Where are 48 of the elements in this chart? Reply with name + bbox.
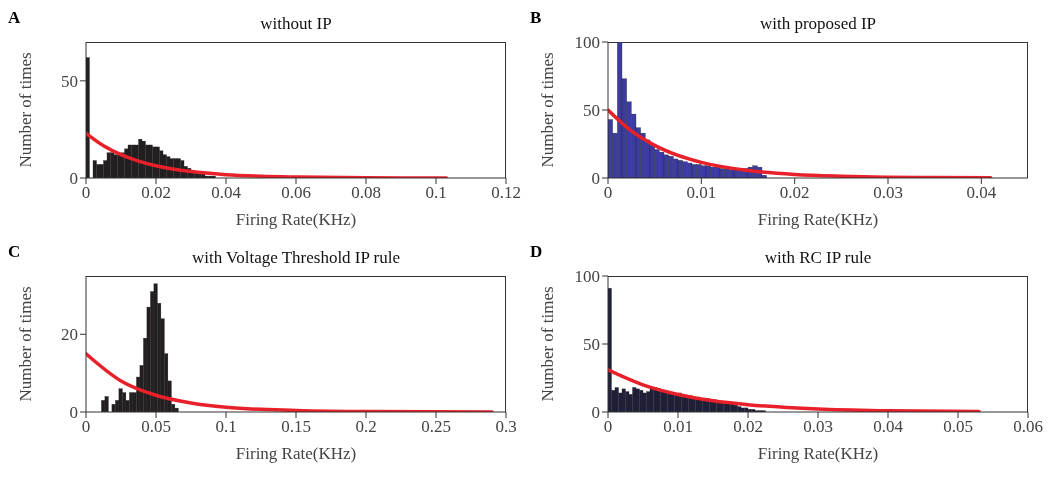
y-axis-title: Number of times xyxy=(538,286,558,402)
y-axis-title: Number of times xyxy=(16,286,36,402)
x-tick-label: 0.15 xyxy=(281,417,311,437)
x-tick-label: 0.25 xyxy=(421,417,451,437)
x-tick-label: 0.03 xyxy=(803,417,833,437)
x-tick-label: 0.05 xyxy=(141,417,171,437)
chart-title: with proposed IP xyxy=(758,14,878,34)
y-tick-label: 0 xyxy=(69,403,78,423)
y-tick-label: 0 xyxy=(69,169,78,189)
x-tick-label: 0.03 xyxy=(873,183,903,203)
y-tick-label: 0 xyxy=(591,403,600,423)
x-axis-title: Firing Rate(KHz) xyxy=(234,444,358,464)
x-tick-label: 0.06 xyxy=(281,183,311,203)
y-tick-label: 50 xyxy=(583,101,600,121)
text: A xyxy=(8,8,21,28)
x-tick-label: 0.04 xyxy=(873,417,904,437)
y-tick-label: 50 xyxy=(61,71,78,91)
text: C xyxy=(8,242,21,262)
x-tick-label: 0.04 xyxy=(211,183,242,203)
x-axis-title: Firing Rate(KHz) xyxy=(234,210,358,230)
x-axis-title: Firing Rate(KHz) xyxy=(756,444,880,464)
text: B xyxy=(530,8,542,28)
y-tick-label: 50 xyxy=(583,335,600,355)
chart-title: with Voltage Threshold IP rule xyxy=(190,248,402,268)
x-tick-label: 0.02 xyxy=(141,183,171,203)
x-tick-label: 0.04 xyxy=(966,183,997,203)
x-tick-label: 0.1 xyxy=(425,183,447,203)
x-tick-label: 0.08 xyxy=(351,183,381,203)
y-tick-label: 100 xyxy=(574,33,600,53)
x-tick-label: 0.02 xyxy=(779,183,810,203)
x-tick-label: 0.2 xyxy=(355,417,377,437)
chart-title: without IP xyxy=(259,14,333,34)
x-tick-label: 0.02 xyxy=(733,417,763,437)
chart-title: with RC IP rule xyxy=(763,248,873,268)
x-tick-label: 0.05 xyxy=(943,417,973,437)
y-tick-label: 0 xyxy=(591,169,600,189)
x-tick-label: 0.3 xyxy=(495,417,517,437)
y-tick-label: 100 xyxy=(574,267,600,287)
x-tick-label: 0.01 xyxy=(686,183,717,203)
y-tick-label: 20 xyxy=(61,325,78,345)
text: D xyxy=(530,242,543,262)
x-tick-label: 0.12 xyxy=(491,183,521,203)
y-axis-title: Number of times xyxy=(16,52,36,168)
x-tick-label: 0.01 xyxy=(663,417,693,437)
y-axis-title: Number of times xyxy=(538,52,558,168)
x-tick-label: 0.06 xyxy=(1013,417,1043,437)
x-tick-label: 0.1 xyxy=(215,417,237,437)
x-axis-title: Firing Rate(KHz) xyxy=(756,210,880,230)
